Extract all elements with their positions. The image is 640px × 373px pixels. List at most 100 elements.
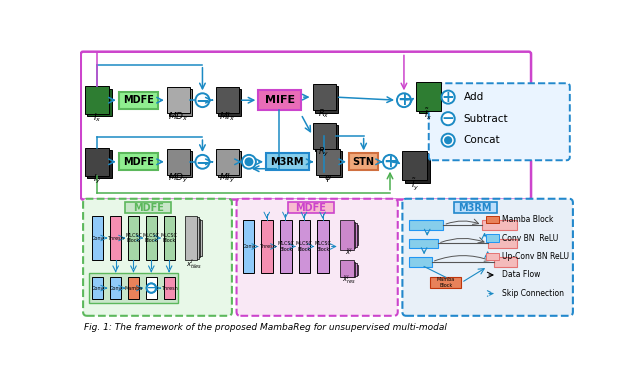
- Circle shape: [442, 112, 454, 125]
- Bar: [218, 90, 241, 116]
- Text: Conv: Conv: [92, 286, 104, 291]
- Bar: [218, 151, 241, 177]
- Circle shape: [246, 158, 252, 165]
- Bar: [315, 125, 338, 151]
- Text: Thresh: Thresh: [259, 244, 276, 249]
- Text: $I_y$: $I_y$: [93, 173, 101, 186]
- Bar: [280, 220, 292, 273]
- Text: Conv: Conv: [109, 286, 122, 291]
- Bar: [128, 216, 139, 260]
- Text: MLCSC
Block: MLCSC Block: [277, 241, 294, 252]
- Text: Thresh: Thresh: [108, 235, 124, 241]
- Text: M3RM: M3RM: [271, 157, 304, 167]
- Bar: [186, 217, 198, 259]
- Bar: [343, 263, 356, 276]
- Bar: [319, 151, 342, 177]
- Bar: [312, 84, 336, 110]
- FancyBboxPatch shape: [237, 199, 397, 316]
- Text: Subtract: Subtract: [463, 114, 508, 124]
- Text: Mamba Block: Mamba Block: [502, 215, 553, 224]
- Bar: [125, 202, 172, 213]
- Bar: [266, 153, 308, 170]
- Bar: [408, 257, 432, 267]
- Circle shape: [195, 155, 209, 169]
- Bar: [110, 216, 121, 260]
- Text: $R_y$: $R_y$: [319, 146, 330, 159]
- Text: −: −: [195, 153, 209, 171]
- Bar: [486, 234, 499, 242]
- Bar: [119, 92, 157, 109]
- Bar: [454, 202, 497, 213]
- Bar: [216, 87, 239, 113]
- Text: Mamba
Block: Mamba Block: [436, 277, 455, 288]
- Text: MDFE: MDFE: [123, 95, 154, 105]
- Bar: [494, 257, 517, 267]
- Circle shape: [397, 93, 411, 107]
- Text: Data Flow: Data Flow: [502, 270, 540, 279]
- Text: −: −: [195, 91, 209, 109]
- Text: $x^l_{tiles}$: $x^l_{tiles}$: [186, 257, 202, 271]
- Text: Concat: Concat: [463, 135, 500, 145]
- Bar: [92, 277, 103, 299]
- Circle shape: [442, 91, 454, 104]
- FancyBboxPatch shape: [429, 83, 570, 160]
- Text: $\tilde{I}_x$: $\tilde{I}_x$: [424, 107, 433, 122]
- Text: −: −: [147, 283, 156, 293]
- Bar: [404, 153, 429, 183]
- Bar: [90, 273, 178, 304]
- Bar: [119, 153, 157, 170]
- Bar: [261, 220, 273, 273]
- Bar: [349, 153, 378, 170]
- Text: $MD_x$: $MD_x$: [168, 111, 189, 123]
- Text: Conv BN  ReLU: Conv BN ReLU: [502, 233, 558, 242]
- Bar: [216, 149, 239, 175]
- Text: $MI_x$: $MI_x$: [219, 111, 236, 123]
- Text: $MI_y$: $MI_y$: [219, 172, 236, 185]
- Circle shape: [242, 155, 256, 169]
- Circle shape: [383, 155, 397, 169]
- Bar: [340, 260, 353, 277]
- Text: Conv: Conv: [92, 235, 104, 241]
- Text: MLCSC
Block: MLCSC Block: [314, 241, 332, 252]
- Bar: [128, 277, 139, 299]
- Bar: [315, 86, 338, 113]
- Text: −: −: [147, 283, 156, 293]
- Circle shape: [195, 93, 209, 107]
- Text: Thresh: Thresh: [161, 286, 177, 291]
- Bar: [344, 225, 358, 245]
- Text: MLCSC
Block: MLCSC Block: [161, 233, 177, 244]
- Bar: [92, 216, 103, 260]
- Bar: [259, 90, 301, 110]
- Bar: [169, 151, 193, 177]
- Text: MLCSC
Block: MLCSC Block: [143, 233, 160, 244]
- Bar: [167, 149, 190, 175]
- Text: +: +: [383, 153, 397, 171]
- Text: $\tilde{x}^l$: $\tilde{x}^l$: [345, 247, 353, 258]
- Text: Skip Connection: Skip Connection: [502, 289, 564, 298]
- Bar: [188, 219, 200, 257]
- Bar: [430, 277, 461, 288]
- Bar: [169, 90, 193, 116]
- Bar: [486, 253, 499, 260]
- Text: $\tilde{x}^l_{res}$: $\tilde{x}^l_{res}$: [342, 274, 356, 287]
- Text: Fig. 1: The framework of the proposed MambaReg for unsupervised multi-modal: Fig. 1: The framework of the proposed Ma…: [84, 323, 447, 332]
- Bar: [340, 220, 353, 250]
- Text: +: +: [397, 91, 411, 109]
- Bar: [417, 82, 441, 111]
- Bar: [84, 86, 109, 114]
- Bar: [184, 216, 197, 260]
- Bar: [110, 277, 121, 299]
- Bar: [316, 149, 340, 175]
- Bar: [403, 151, 428, 180]
- Bar: [288, 202, 334, 213]
- Text: STN: STN: [353, 157, 374, 167]
- Text: Up-Conv BN ReLU: Up-Conv BN ReLU: [502, 252, 568, 261]
- Text: MLCSC
Block: MLCSC Block: [296, 241, 313, 252]
- Text: MDFE: MDFE: [123, 157, 154, 167]
- Text: −: −: [442, 111, 454, 126]
- Bar: [486, 216, 499, 223]
- Text: +: +: [442, 90, 454, 104]
- Bar: [419, 84, 444, 113]
- Text: MDFE: MDFE: [132, 203, 164, 213]
- Bar: [167, 87, 190, 113]
